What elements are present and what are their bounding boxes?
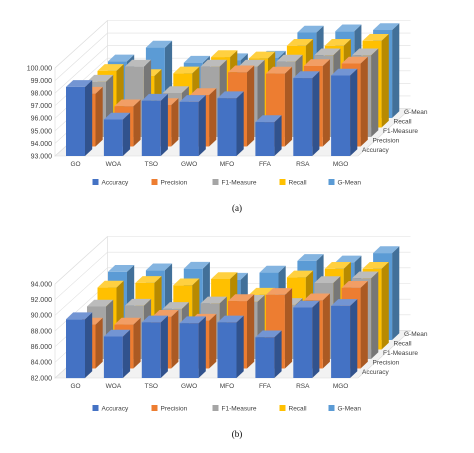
category-label: FFA	[259, 383, 272, 390]
y-tick-label: 100.000	[27, 65, 52, 72]
y-tick-label: 86.000	[31, 344, 53, 351]
bar-accuracy-tso	[141, 93, 168, 156]
category-label: FFA	[259, 161, 272, 168]
y-tick-label: 82.000	[31, 375, 53, 382]
legend-label: F1-Measure	[222, 406, 257, 413]
figure-caption: (a)	[232, 203, 242, 213]
category-label: RSA	[296, 383, 310, 390]
depth-axis-label: F1-Measure	[383, 128, 418, 135]
legend-swatch	[279, 405, 286, 411]
category-label: TSO	[145, 383, 158, 390]
depth-axis-label: Accuracy	[362, 147, 389, 154]
category-label: MFO	[220, 383, 234, 390]
legend-label: Precision	[161, 180, 188, 187]
category-label: GO	[70, 161, 80, 168]
legend-item: Accuracy	[92, 179, 129, 187]
bar-accuracy-woa	[103, 329, 131, 378]
legend-item: F1-Measure	[212, 179, 257, 187]
category-label: RSA	[296, 161, 310, 168]
depth-axis-label: G-Mean	[404, 331, 428, 338]
gridline	[54, 236, 411, 285]
category-label: MFO	[220, 161, 234, 168]
category-label: WOA	[106, 383, 122, 390]
legend-item: Recall	[279, 179, 308, 187]
y-tick-label: 94.000	[31, 281, 53, 288]
bar-accuracy-mgo	[331, 299, 358, 378]
bar-accuracy-gwo	[179, 316, 206, 378]
depth-axis-label: Precision	[373, 138, 400, 145]
legend-label: G-Mean	[338, 406, 362, 413]
category-label: TSO	[145, 161, 158, 168]
depth-axis-label: G-Mean	[404, 109, 428, 116]
category-label: MGO	[333, 161, 349, 168]
legend-swatch	[328, 179, 335, 185]
y-tick-label: 84.000	[31, 360, 53, 367]
category-label: GWO	[181, 383, 197, 390]
legend-item: Recall	[279, 405, 308, 413]
bar-accuracy-mfo	[217, 315, 244, 378]
legend-item: Precision	[151, 405, 188, 413]
bar-accuracy-gwo	[179, 95, 206, 156]
y-tick-label: 95.000	[31, 128, 53, 135]
bar-accuracy-ffa	[255, 115, 282, 156]
bar-accuracy-rsa	[293, 300, 320, 378]
category-label: MGO	[333, 383, 349, 390]
legend-label: Recall	[289, 406, 308, 413]
legend-label: G-Mean	[338, 180, 362, 187]
legend-label: Precision	[161, 406, 188, 413]
legend-swatch	[212, 405, 219, 411]
gridline	[54, 20, 411, 69]
depth-axis-label: Recall	[394, 341, 413, 348]
depth-axis-label: Precision	[373, 360, 400, 367]
depth-axis-label: Accuracy	[362, 369, 389, 376]
y-tick-label: 97.000	[31, 103, 53, 110]
category-label: WOA	[106, 161, 122, 168]
legend-item: Accuracy	[92, 405, 129, 413]
legend-item: G-Mean	[328, 179, 362, 187]
legend-item: G-Mean	[328, 405, 362, 413]
bar-accuracy-go	[66, 312, 93, 379]
legend-swatch	[151, 179, 158, 185]
legend-label: Recall	[289, 180, 308, 187]
chart-b: 82.000 84.000 86.000 88.000 90.000 92.000 94.0…	[31, 235, 428, 439]
bar-accuracy-mgo	[331, 68, 358, 156]
y-tick-label: 94.000	[31, 141, 53, 148]
figure-caption: (b)	[232, 429, 243, 439]
y-tick-label: 90.000	[31, 313, 53, 320]
chart-a: 93.000 94.000 95.000 96.000 97.000 98.000 99.0…	[27, 19, 428, 213]
legend-swatch	[328, 405, 335, 411]
depth-axis-label: Recall	[394, 119, 413, 126]
bar-accuracy-mfo	[217, 91, 244, 156]
y-tick-label: 99.000	[31, 78, 53, 85]
y-tick-label: 96.000	[31, 116, 53, 123]
y-tick-label: 98.000	[31, 91, 53, 98]
legend-swatch	[212, 179, 219, 185]
legend-swatch	[279, 179, 286, 185]
legend-item: F1-Measure	[212, 405, 257, 413]
legend-swatch	[151, 405, 158, 411]
bar-accuracy-go	[66, 80, 93, 156]
y-tick-label: 88.000	[31, 328, 53, 335]
legend-item: Precision	[151, 179, 188, 187]
bar-accuracy-tso	[141, 315, 168, 378]
y-tick-label: 92.000	[31, 297, 53, 304]
bar-accuracy-woa	[103, 112, 131, 156]
gridline	[54, 251, 411, 300]
y-tick-label: 93.000	[31, 153, 53, 160]
category-label: GWO	[181, 161, 197, 168]
legend-label: Accuracy	[102, 406, 129, 413]
bar-accuracy-rsa	[293, 71, 320, 156]
legend-label: F1-Measure	[222, 180, 257, 187]
category-label: GO	[70, 383, 80, 390]
bar-accuracy-ffa	[255, 330, 282, 378]
depth-axis-label: F1-Measure	[383, 350, 418, 357]
legend-swatch	[92, 179, 99, 185]
legend-label: Accuracy	[102, 180, 129, 187]
legend-swatch	[92, 405, 99, 411]
